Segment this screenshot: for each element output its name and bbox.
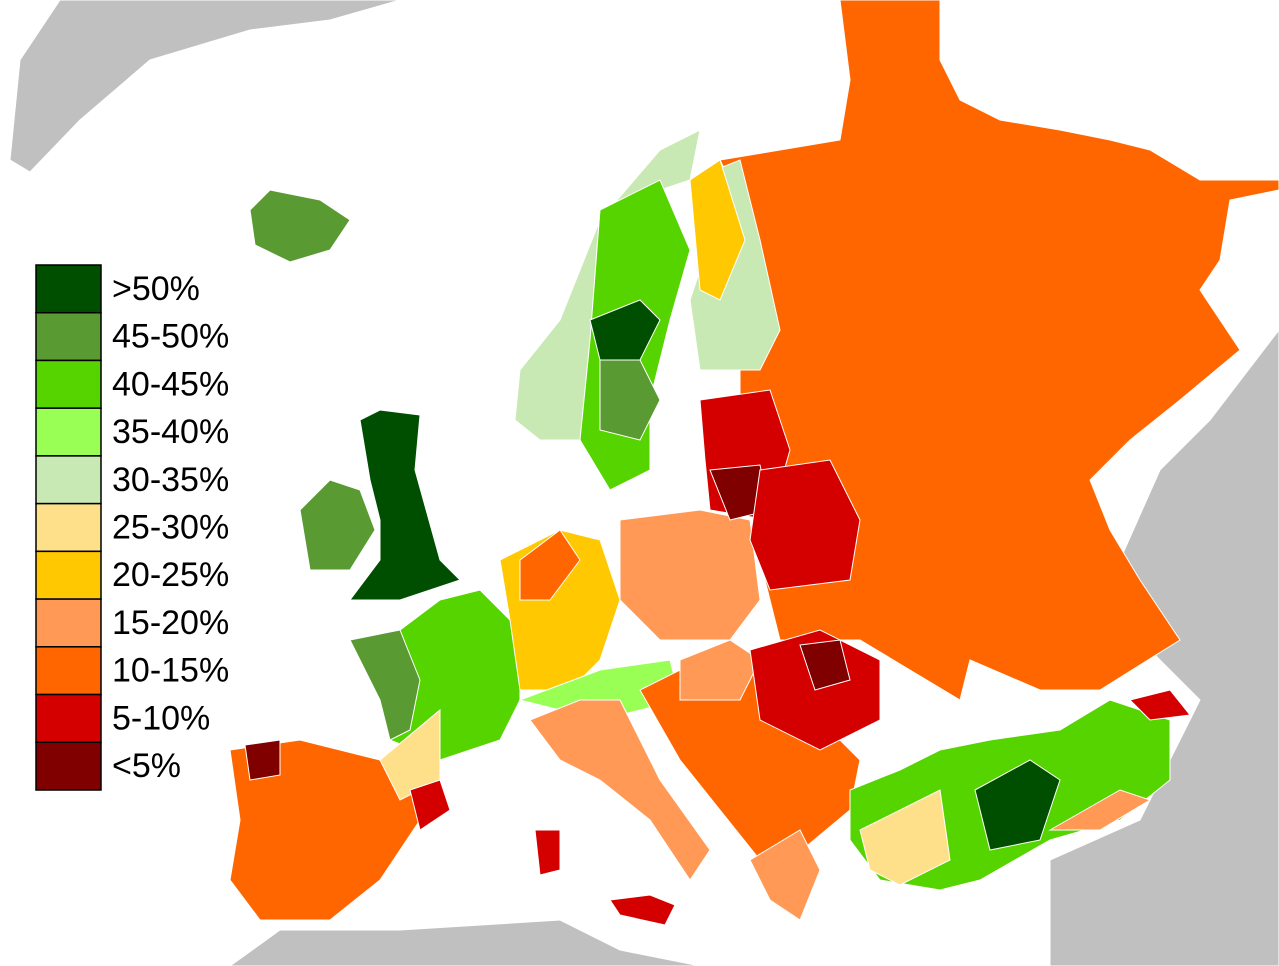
region: [599, 359, 661, 441]
region: [349, 629, 421, 741]
region: [249, 189, 351, 263]
legend-label: 30-35%: [112, 461, 229, 499]
region: [1129, 689, 1191, 721]
legend-label: <5%: [112, 747, 181, 785]
legend-swatch: [35, 407, 102, 457]
legend-label: 20-25%: [112, 556, 229, 594]
region: [244, 739, 281, 781]
region: [859, 789, 951, 886]
region: [589, 299, 661, 361]
legend-swatch: [35, 502, 102, 553]
region: [229, 739, 441, 921]
legend-label: 35-40%: [112, 413, 229, 451]
legend-swatch: [35, 311, 102, 362]
legend-swatch: [35, 455, 102, 505]
region: [749, 829, 821, 921]
legend-label: 5-10%: [112, 699, 210, 737]
region: [1048, 789, 1152, 831]
legend-swatch: [35, 693, 102, 744]
greenland: [9, 0, 401, 173]
region: [534, 829, 561, 876]
region: [609, 894, 676, 926]
region: [349, 409, 461, 601]
legend-swatch: [35, 359, 102, 409]
region: [749, 459, 861, 591]
legend-swatch: [35, 646, 102, 696]
region: [409, 779, 451, 831]
legend-swatch: [35, 741, 102, 791]
legend-label: 10-15%: [112, 652, 229, 690]
legend: >50% 45-50% 40-45% 35-40% 30-35% 25-30% 20-25%…: [35, 264, 229, 791]
africa: [229, 919, 701, 966]
region: [619, 509, 761, 641]
legend-swatch: [35, 598, 102, 648]
legend-label: 25-30%: [112, 508, 229, 546]
legend-label: 15-20%: [112, 604, 229, 642]
region: [519, 529, 581, 601]
legend-label: >50%: [112, 270, 200, 308]
region: [974, 759, 1061, 851]
legend-label: 40-45%: [112, 365, 229, 403]
legend-swatch: [35, 264, 102, 314]
region: [799, 639, 851, 691]
region: [689, 159, 746, 301]
east-land: [1049, 180, 1279, 966]
region: [719, 0, 1279, 701]
region: [529, 699, 711, 881]
legend-label: 45-50%: [112, 318, 229, 356]
region: [299, 479, 376, 571]
region: [679, 639, 761, 701]
legend-swatch: [35, 550, 102, 600]
map-land: [9, 0, 1279, 966]
